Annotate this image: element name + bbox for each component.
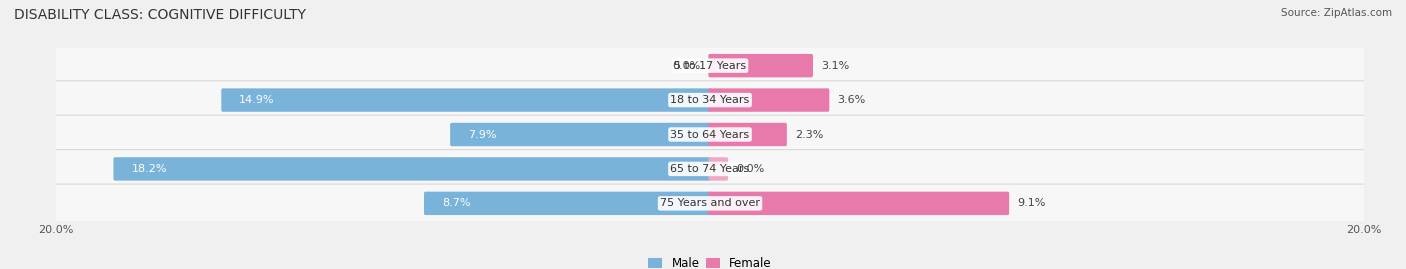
Text: 7.9%: 7.9% xyxy=(468,129,496,140)
Legend: Male, Female: Male, Female xyxy=(644,253,776,269)
FancyBboxPatch shape xyxy=(114,157,711,181)
Text: 75 Years and over: 75 Years and over xyxy=(659,198,761,208)
Text: 2.3%: 2.3% xyxy=(794,129,824,140)
Text: Source: ZipAtlas.com: Source: ZipAtlas.com xyxy=(1281,8,1392,18)
FancyBboxPatch shape xyxy=(425,192,711,215)
FancyBboxPatch shape xyxy=(53,46,1367,85)
FancyBboxPatch shape xyxy=(709,157,728,181)
Text: 8.7%: 8.7% xyxy=(441,198,471,208)
Text: 0.0%: 0.0% xyxy=(737,164,765,174)
Text: 5 to 17 Years: 5 to 17 Years xyxy=(673,61,747,71)
FancyBboxPatch shape xyxy=(53,81,1367,119)
FancyBboxPatch shape xyxy=(709,88,830,112)
Text: 9.1%: 9.1% xyxy=(1018,198,1046,208)
FancyBboxPatch shape xyxy=(221,88,711,112)
FancyBboxPatch shape xyxy=(709,54,813,77)
Text: 18 to 34 Years: 18 to 34 Years xyxy=(671,95,749,105)
FancyBboxPatch shape xyxy=(450,123,711,146)
FancyBboxPatch shape xyxy=(709,192,1010,215)
Text: 3.1%: 3.1% xyxy=(821,61,849,71)
Text: 65 to 74 Years: 65 to 74 Years xyxy=(671,164,749,174)
Text: DISABILITY CLASS: COGNITIVE DIFFICULTY: DISABILITY CLASS: COGNITIVE DIFFICULTY xyxy=(14,8,307,22)
Text: 18.2%: 18.2% xyxy=(131,164,167,174)
FancyBboxPatch shape xyxy=(53,184,1367,223)
Text: 35 to 64 Years: 35 to 64 Years xyxy=(671,129,749,140)
FancyBboxPatch shape xyxy=(53,150,1367,188)
Text: 3.6%: 3.6% xyxy=(838,95,866,105)
FancyBboxPatch shape xyxy=(53,115,1367,154)
Text: 0.0%: 0.0% xyxy=(672,61,700,71)
FancyBboxPatch shape xyxy=(709,123,787,146)
Text: 14.9%: 14.9% xyxy=(239,95,274,105)
